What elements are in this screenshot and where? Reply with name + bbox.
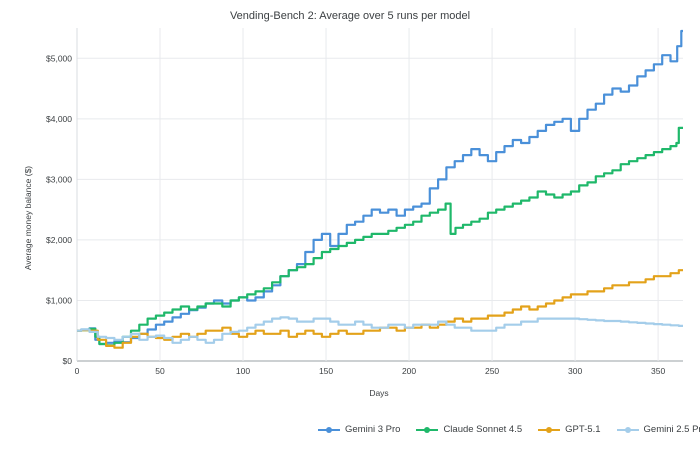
- legend-swatch: [416, 425, 439, 435]
- series-line-1: [77, 29, 683, 346]
- y-tick-label: $0: [63, 356, 73, 366]
- x-tick-label: 0: [75, 366, 80, 376]
- axes: $0 $1,000 $2,000 $3,000 $4,000 $5,000 0 50 100 15…: [46, 28, 665, 376]
- y-tick-label: $4,000: [46, 114, 72, 124]
- legend-swatch: [616, 425, 639, 435]
- series-line-4: [77, 316, 683, 344]
- legend-item[interactable]: Gemini 2.5 Pro: [616, 424, 700, 435]
- y-tick-label: $3,000: [46, 174, 72, 184]
- series-line-3: [77, 269, 683, 349]
- x-tick-label: 100: [236, 366, 250, 376]
- y-tick-label: $5,000: [46, 53, 72, 63]
- series-line-2: [77, 126, 683, 347]
- legend-swatch: [318, 425, 340, 435]
- x-tick-label: 50: [155, 366, 165, 376]
- legend-label: Gemini 2.5 Pro: [643, 424, 700, 435]
- legend-swatch: [538, 425, 561, 435]
- x-axis-label: Days: [369, 388, 388, 398]
- legend-item[interactable]: Claude Sonnet 4.5: [416, 424, 522, 435]
- y-tick-label: $1,000: [46, 295, 72, 305]
- series-layer: [77, 29, 683, 349]
- legend-label: GPT-5.1: [565, 424, 601, 435]
- x-tick-label: 150: [319, 366, 333, 376]
- legend-item[interactable]: GPT-5.1: [538, 424, 601, 435]
- y-axis-label: Average money balance ($): [23, 166, 33, 270]
- legend-label: Claude Sonnet 4.5: [443, 424, 523, 435]
- legend-label: Gemini 3 Pro: [345, 424, 401, 435]
- y-tick-label: $2,000: [46, 235, 72, 245]
- x-tick-label: 300: [568, 366, 582, 376]
- legend: Gemini 3 Pro Claude Sonnet 4.5 GPT-5.1 Gemi…: [318, 424, 700, 435]
- x-tick-label: 250: [485, 366, 499, 376]
- chart-title: Vending-Bench 2: Average over 5 runs per…: [229, 10, 471, 22]
- legend-item[interactable]: Gemini 3 Pro: [318, 424, 400, 435]
- x-tick-label: 200: [402, 366, 416, 376]
- grid: [76, 28, 683, 362]
- x-tick-label: 350: [651, 366, 665, 376]
